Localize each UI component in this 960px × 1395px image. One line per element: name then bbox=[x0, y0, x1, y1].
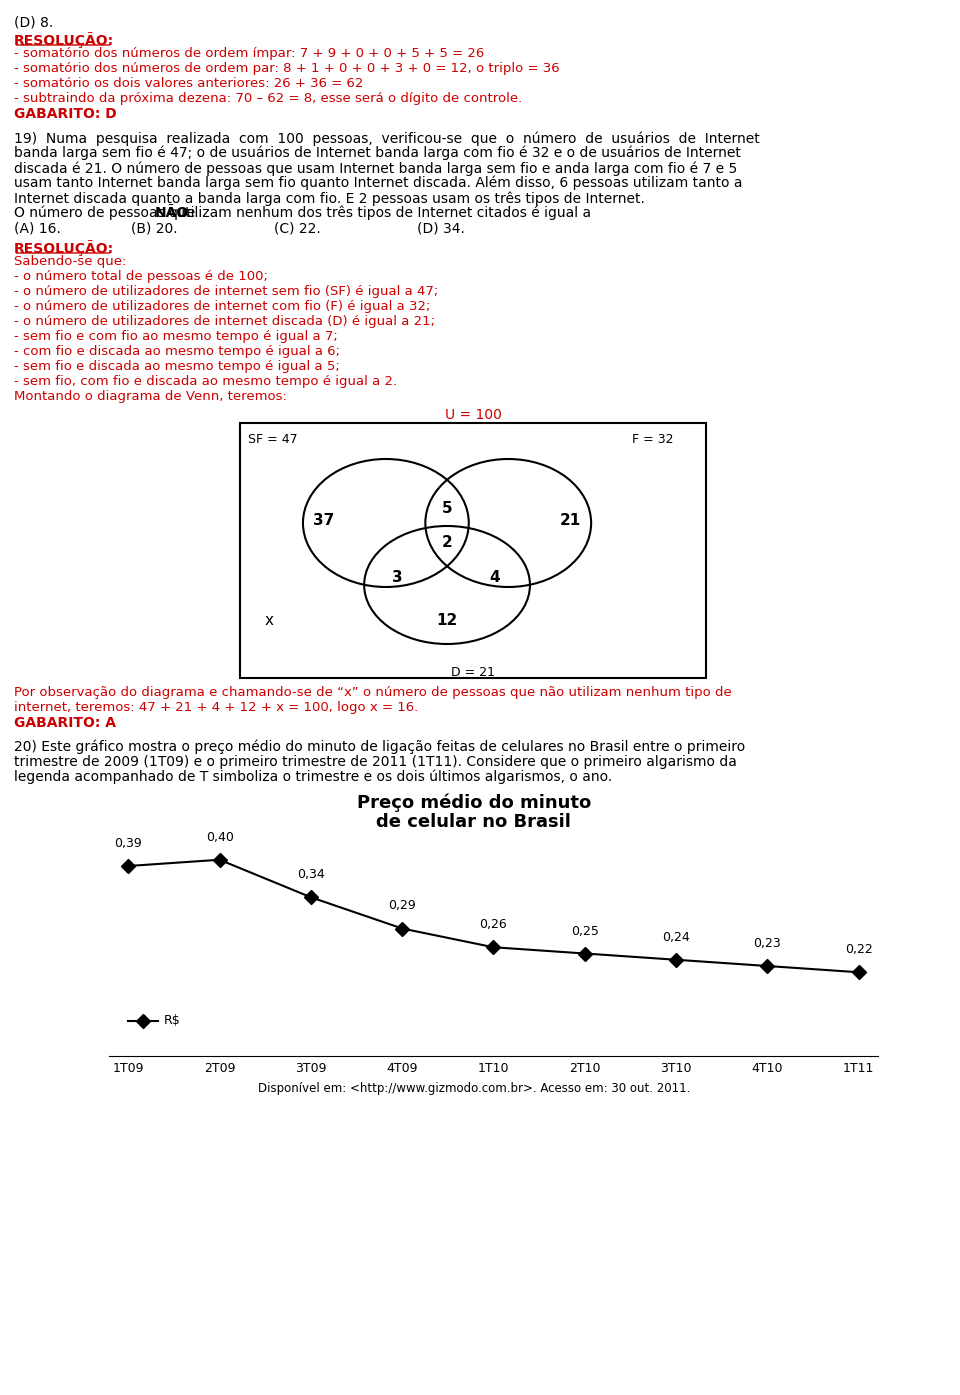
Text: Por observação do diagrama e chamando-se de “x” o número de pessoas que não util: Por observação do diagrama e chamando-se… bbox=[13, 686, 732, 699]
Text: 21: 21 bbox=[560, 513, 581, 527]
Text: legenda acompanhado de T simboliza o trimestre e os dois últimos algarismos, o a: legenda acompanhado de T simboliza o tri… bbox=[13, 770, 612, 784]
Text: - com fio e discada ao mesmo tempo é igual a 6;: - com fio e discada ao mesmo tempo é igu… bbox=[13, 345, 340, 359]
Text: RESOLUÇÃO:: RESOLUÇÃO: bbox=[13, 32, 114, 47]
Text: GABARITO: A: GABARITO: A bbox=[13, 716, 116, 730]
Text: Internet discada quanto a banda larga com fio. E 2 pessoas usam os três tipos de: Internet discada quanto a banda larga co… bbox=[13, 191, 645, 205]
Text: 3: 3 bbox=[393, 571, 403, 585]
Text: 0,25: 0,25 bbox=[571, 925, 599, 937]
Text: 4T09: 4T09 bbox=[387, 1062, 418, 1076]
Text: 0,39: 0,39 bbox=[114, 837, 142, 850]
Text: NÃO: NÃO bbox=[155, 206, 189, 220]
Text: 0,40: 0,40 bbox=[205, 831, 233, 844]
Text: 0,24: 0,24 bbox=[662, 930, 690, 944]
Text: - somatório dos números de ordem ímpar: 7 + 9 + 0 + 0 + 5 + 5 = 26: - somatório dos números de ordem ímpar: … bbox=[13, 47, 484, 60]
Text: 1T11: 1T11 bbox=[843, 1062, 875, 1076]
Text: 4T10: 4T10 bbox=[752, 1062, 783, 1076]
Text: Sabendo-se que:: Sabendo-se que: bbox=[13, 255, 126, 268]
Text: x: x bbox=[265, 612, 274, 628]
Text: 2: 2 bbox=[442, 536, 452, 550]
Text: - somatório dos números de ordem par: 8 + 1 + 0 + 0 + 3 + 0 = 12, o triplo = 36: - somatório dos números de ordem par: 8 … bbox=[13, 61, 560, 75]
Text: U = 100: U = 100 bbox=[445, 407, 502, 423]
Text: 12: 12 bbox=[437, 612, 458, 628]
Text: GABARITO: D: GABARITO: D bbox=[13, 107, 116, 121]
Text: 4: 4 bbox=[489, 571, 500, 585]
Text: 1T10: 1T10 bbox=[478, 1062, 509, 1076]
Text: Montando o diagrama de Venn, teremos:: Montando o diagrama de Venn, teremos: bbox=[13, 391, 287, 403]
Text: 1T09: 1T09 bbox=[112, 1062, 144, 1076]
Text: R$: R$ bbox=[164, 1014, 180, 1028]
Text: - subtraindo da próxima dezena: 70 – 62 = 8, esse será o dígito de controle.: - subtraindo da próxima dezena: 70 – 62 … bbox=[13, 92, 522, 105]
Text: (D) 8.: (D) 8. bbox=[13, 15, 53, 29]
Text: 0,29: 0,29 bbox=[388, 900, 416, 912]
Text: utilizam nenhum dos três tipos de Internet citados é igual a: utilizam nenhum dos três tipos de Intern… bbox=[173, 206, 591, 220]
Text: 0,26: 0,26 bbox=[480, 918, 507, 932]
Text: - sem fio, com fio e discada ao mesmo tempo é igual a 2.: - sem fio, com fio e discada ao mesmo te… bbox=[13, 375, 396, 388]
Bar bbox=[240, 423, 706, 678]
Text: internet, teremos: 47 + 21 + 4 + 12 + x = 100, logo x = 16.: internet, teremos: 47 + 21 + 4 + 12 + x … bbox=[13, 702, 418, 714]
Text: Disponível em: <http://www.gizmodo.com.br>. Acesso em: 30 out. 2011.: Disponível em: <http://www.gizmodo.com.b… bbox=[257, 1083, 690, 1095]
Text: RESOLUÇÃO:: RESOLUÇÃO: bbox=[13, 240, 114, 257]
Text: banda larga sem fio é 47; o de usuários de Internet banda larga com fio é 32 e o: banda larga sem fio é 47; o de usuários … bbox=[13, 146, 741, 160]
Text: - o número de utilizadores de internet discada (D) é igual a 21;: - o número de utilizadores de internet d… bbox=[13, 315, 435, 328]
Text: 19)  Numa  pesquisa  realizada  com  100  pessoas,  verificou-se  que  o  número: 19) Numa pesquisa realizada com 100 pess… bbox=[13, 131, 759, 145]
Text: Preço médio do minuto: Preço médio do minuto bbox=[356, 792, 590, 812]
Text: 0,23: 0,23 bbox=[754, 937, 781, 950]
Text: - sem fio e discada ao mesmo tempo é igual a 5;: - sem fio e discada ao mesmo tempo é igu… bbox=[13, 360, 340, 372]
Text: - o número de utilizadores de internet sem fio (SF) é igual a 47;: - o número de utilizadores de internet s… bbox=[13, 285, 438, 299]
Text: - somatório os dois valores anteriores: 26 + 36 = 62: - somatório os dois valores anteriores: … bbox=[13, 77, 363, 91]
Text: 0,22: 0,22 bbox=[845, 943, 873, 956]
Text: 0,34: 0,34 bbox=[297, 868, 324, 882]
Text: D = 21: D = 21 bbox=[451, 665, 495, 679]
Text: 3T10: 3T10 bbox=[660, 1062, 692, 1076]
Text: de celular no Brasil: de celular no Brasil bbox=[376, 813, 571, 831]
Text: 37: 37 bbox=[313, 513, 334, 527]
Text: - sem fio e com fio ao mesmo tempo é igual a 7;: - sem fio e com fio ao mesmo tempo é igu… bbox=[13, 331, 338, 343]
Text: 2T10: 2T10 bbox=[569, 1062, 600, 1076]
Text: - o número total de pessoas é de 100;: - o número total de pessoas é de 100; bbox=[13, 271, 268, 283]
Text: 5: 5 bbox=[442, 501, 452, 516]
Text: discada é 21. O número de pessoas que usam Internet banda larga sem fio e anda l: discada é 21. O número de pessoas que us… bbox=[13, 160, 737, 176]
Text: 2T09: 2T09 bbox=[204, 1062, 235, 1076]
Text: (A) 16.                (B) 20.                      (C) 22.                     : (A) 16. (B) 20. (C) 22. bbox=[13, 220, 465, 234]
Text: 20) Este gráfico mostra o preço médio do minuto de ligação feitas de celulares n: 20) Este gráfico mostra o preço médio do… bbox=[13, 739, 745, 755]
Text: trimestre de 2009 (1T09) e o primeiro trimestre de 2011 (1T11). Considere que o : trimestre de 2009 (1T09) e o primeiro tr… bbox=[13, 755, 736, 769]
Text: 3T09: 3T09 bbox=[295, 1062, 326, 1076]
Text: O número de pessoas que: O número de pessoas que bbox=[13, 206, 200, 220]
Text: F = 32: F = 32 bbox=[632, 432, 673, 446]
Text: usam tanto Internet banda larga sem fio quanto Internet discada. Além disso, 6 p: usam tanto Internet banda larga sem fio … bbox=[13, 176, 742, 191]
Text: - o número de utilizadores de internet com fio (F) é igual a 32;: - o número de utilizadores de internet c… bbox=[13, 300, 430, 312]
Text: SF = 47: SF = 47 bbox=[248, 432, 298, 446]
